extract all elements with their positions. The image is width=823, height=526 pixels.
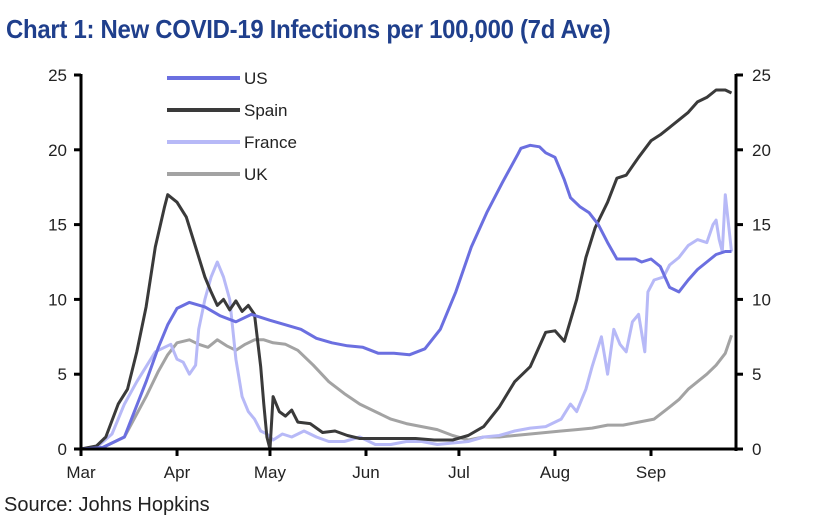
legend-label: US — [244, 69, 268, 88]
y-tick-label-right: 0 — [752, 440, 761, 459]
axes-layer: 0 5 10 15 20 25 0 5 10 15 20 25 Mar Apr May Jun Jul Aug Se… — [48, 66, 771, 482]
series-line-france — [80, 193, 733, 451]
chart-title: Chart 1: New COVID-19 Infections per 100… — [6, 14, 611, 44]
x-tick-label: Jun — [352, 463, 379, 482]
legend-item-uk: UK — [167, 165, 268, 184]
legend-label: France — [244, 133, 297, 152]
x-tick-label: Jul — [448, 463, 470, 482]
y-tick-label-left: 0 — [58, 440, 67, 459]
legend-label: UK — [244, 165, 268, 184]
legend-label: Spain — [244, 101, 287, 120]
y-tick-label-left: 25 — [48, 66, 67, 85]
source-note: Source: Johns Hopkins — [4, 494, 210, 516]
legend-item-spain: Spain — [167, 101, 287, 120]
legend-item-us: US — [167, 69, 268, 88]
series-layer — [80, 88, 733, 451]
y-tick-label-right: 10 — [752, 290, 771, 309]
x-tick-label: May — [254, 463, 287, 482]
y-tick-label-right: 5 — [752, 365, 761, 384]
series-line-uk — [80, 334, 733, 451]
y-tick-label-right: 15 — [752, 216, 771, 235]
y-tick-label-left: 20 — [48, 141, 67, 160]
x-tick-label: Mar — [66, 463, 96, 482]
y-tick-label-left: 10 — [48, 290, 67, 309]
y-tick-label-left: 15 — [48, 216, 67, 235]
series-line-spain — [80, 88, 733, 451]
y-tick-label-right: 20 — [752, 141, 771, 160]
y-tick-label-left: 5 — [58, 365, 67, 384]
y-tick-label-right: 25 — [752, 66, 771, 85]
series-line-us — [80, 143, 732, 451]
x-tick-label: Apr — [164, 463, 191, 482]
x-tick-label: Aug — [540, 463, 570, 482]
legend: US Spain France UK — [167, 69, 297, 184]
x-tick-label: Sep — [636, 463, 666, 482]
legend-item-france: France — [167, 133, 297, 152]
